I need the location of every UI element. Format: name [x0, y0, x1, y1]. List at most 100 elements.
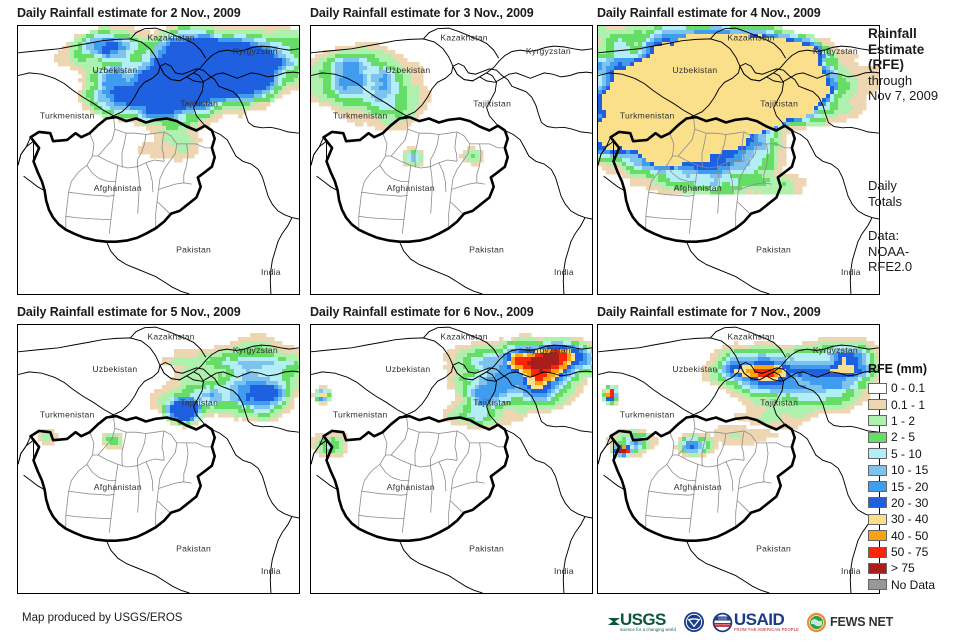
legend-label: 15 - 20 [891, 479, 929, 494]
map-canvas[interactable]: Kazakhstan Kyrgyzstan Uzbekistan Tajikistan… [597, 324, 880, 594]
map-canvas[interactable]: Kazakhstan Kyrgyzstan Uzbekistan Tajikistan… [310, 25, 593, 295]
legend-label: 30 - 40 [891, 512, 929, 527]
usgs-logo-tagline: science for a changing world [620, 627, 676, 632]
country-label: India [841, 267, 861, 277]
afghanistan-outline [322, 414, 509, 542]
legend-label: No Data [891, 577, 936, 592]
legend-label: 2 - 5 [891, 430, 916, 445]
map-panel-6[interactable]: Daily Rainfall estimate for 7 Nov., 2009… [597, 305, 882, 597]
product-title-line-2: Estimate [868, 41, 925, 57]
rainfall-raster [311, 333, 592, 458]
legend-item: 40 - 50 [868, 528, 975, 544]
country-label: Afghanistan [387, 183, 435, 193]
usaid-seal-icon: USAID [712, 612, 733, 632]
country-label: Tajikistan [180, 397, 218, 407]
country-label: Pakistan [176, 245, 211, 255]
country-label: India [554, 267, 574, 277]
country-label: Pakistan [469, 245, 504, 255]
country-label: Afghanistan [387, 482, 435, 492]
country-label: Afghanistan [94, 183, 142, 193]
country-label: India [261, 267, 281, 277]
country-label: Kazakhstan [727, 33, 774, 43]
usaid-logo[interactable]: USAID USAID FROM THE AMERICAN PEOPLE [712, 609, 799, 635]
data-source-label: Data: [868, 228, 900, 243]
afghanistan-outline [322, 115, 509, 243]
country-label: Uzbekistan [92, 364, 137, 374]
product-title-line-1: Rainfall [868, 26, 917, 41]
map-canvas[interactable]: Kazakhstan Kyrgyzstan Uzbekistan Tajikistan… [310, 324, 593, 594]
afghanistan-outline [609, 115, 796, 243]
legend-swatch [868, 399, 887, 411]
map-panel-1[interactable]: Daily Rainfall estimate for 2 Nov., 2009… [17, 6, 302, 298]
through-date: Nov 7, 2009 [868, 88, 939, 103]
panel-title: Daily Rainfall estimate for 6 Nov., 2009 [310, 305, 534, 319]
country-label: Kazakhstan [147, 332, 194, 342]
legend-item: 30 - 40 [868, 511, 975, 527]
product-title-line-3: (RFE) [868, 57, 904, 72]
rainfall-raster [311, 42, 484, 167]
legend-label: 20 - 30 [891, 495, 929, 510]
map-canvas[interactable]: Kazakhstan Kyrgyzstan Uzbekistan Tajikistan… [17, 25, 300, 295]
country-label: Kazakhstan [727, 332, 774, 342]
country-boundaries [18, 326, 299, 593]
legend-label: 1 - 2 [891, 413, 916, 428]
map-canvas[interactable]: Kazakhstan Kyrgyzstan Uzbekistan Tajikistan… [17, 324, 300, 594]
legend-label: > 75 [891, 561, 915, 576]
country-label: Pakistan [176, 544, 211, 554]
map-panel-4[interactable]: Daily Rainfall estimate for 5 Nov., 2009… [17, 305, 302, 597]
legend-label: 50 - 75 [891, 545, 929, 560]
country-label: Turkmenistan [620, 410, 675, 420]
country-label: Afghanistan [674, 482, 722, 492]
legend-swatch [868, 431, 887, 443]
usgs-logo[interactable]: USGS science for a changing world [607, 609, 676, 635]
legend-title: RFE (mm) [868, 362, 928, 376]
country-label: Kyrgyzstan [813, 46, 858, 56]
country-label: Turkmenistan [333, 410, 388, 420]
province-boundaries [65, 117, 212, 234]
legend-swatch [868, 464, 887, 476]
country-label: Kazakhstan [147, 33, 194, 43]
legend-item: 0.1 - 1 [868, 396, 975, 412]
country-label: Tajikistan [180, 98, 218, 108]
data-source-line-2: NOAA- [868, 243, 910, 259]
panel-title: Daily Rainfall estimate for 4 Nov., 2009 [597, 6, 821, 20]
country-label: India [261, 566, 281, 576]
country-label: Kyrgyzstan [526, 345, 571, 355]
legend-item: 15 - 20 [868, 478, 975, 494]
country-label: Pakistan [469, 544, 504, 554]
country-label: Pakistan [756, 544, 791, 554]
country-label: Uzbekistan [385, 65, 430, 75]
legend-item: 1 - 2 [868, 413, 975, 429]
province-boundaries [645, 416, 792, 533]
country-label: Afghanistan [674, 183, 722, 193]
country-label: Turkmenistan [620, 111, 675, 121]
rfe-map-svg: Kazakhstan Kyrgyzstan Uzbekistan Tajikistan… [18, 326, 299, 593]
rainfall-raster [598, 26, 879, 195]
legend-item: > 75 [868, 560, 975, 576]
fewsnet-logo[interactable]: FEWS NET [806, 609, 893, 635]
usaid-logo-text: USAID [733, 610, 785, 629]
map-canvas[interactable]: Kazakhstan Kyrgyzstan Uzbekistan Tajikistan… [597, 25, 880, 295]
legend-label: 40 - 50 [891, 528, 929, 543]
country-label: Afghanistan [94, 482, 142, 492]
country-boundaries [311, 326, 592, 593]
country-label: Uzbekistan [92, 65, 137, 75]
panel-title: Daily Rainfall estimate for 7 Nov., 2009 [597, 305, 821, 319]
country-label: India [554, 566, 574, 576]
legend-label: 0 - 0.1 [891, 381, 926, 396]
map-panel-grid: Daily Rainfall estimate for 2 Nov., 2009… [17, 6, 880, 597]
map-panel-2[interactable]: Daily Rainfall estimate for 3 Nov., 2009… [310, 6, 595, 298]
map-panel-5[interactable]: Daily Rainfall estimate for 6 Nov., 2009… [310, 305, 595, 597]
afghanistan-outline [609, 414, 796, 542]
noaa-logo[interactable] [683, 609, 705, 635]
panel-title: Daily Rainfall estimate for 5 Nov., 2009 [17, 305, 241, 319]
rfe-map-svg: Kazakhstan Kyrgyzstan Uzbekistan Tajikistan… [598, 326, 879, 593]
map-panel-3[interactable]: Daily Rainfall estimate for 4 Nov., 2009… [597, 6, 882, 298]
legend-item: 50 - 75 [868, 544, 975, 560]
country-label: Turkmenistan [40, 410, 95, 420]
country-labels: Kazakhstan Kyrgyzstan Uzbekistan Tajikistan… [620, 33, 861, 278]
fewsnet-globe-icon [806, 612, 827, 632]
rainfall-raster [38, 333, 299, 450]
